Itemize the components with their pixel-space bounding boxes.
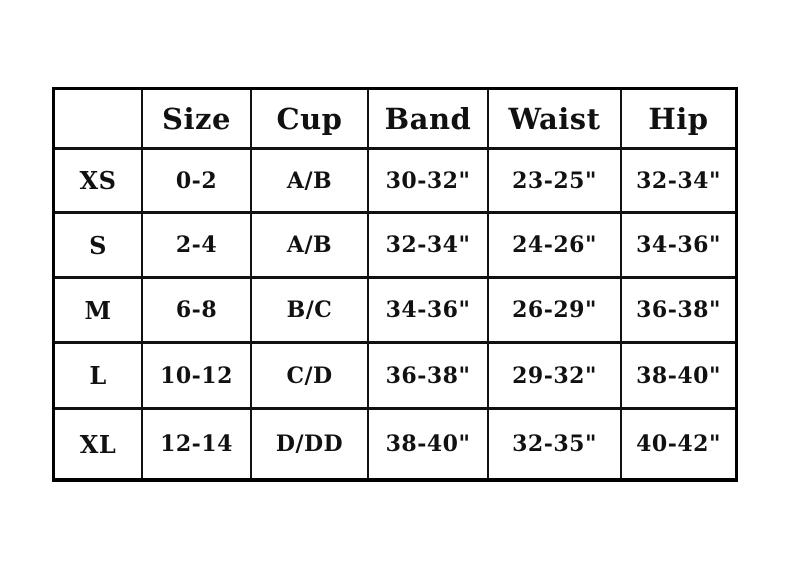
cell-size: 2-4 [143, 214, 252, 279]
cell-row-label: XS [55, 150, 143, 214]
cell-size: 6-8 [143, 279, 252, 344]
cell-band: 38-40" [369, 410, 489, 478]
cell-hip: 38-40" [622, 344, 735, 410]
cell-cup: A/B [252, 150, 369, 214]
cell-waist: 29-32" [489, 344, 622, 410]
cell-cup: C/D [252, 344, 369, 410]
header-size: Size [143, 90, 252, 150]
cell-size: 12-14 [143, 410, 252, 478]
cell-waist: 32-35" [489, 410, 622, 478]
cell-row-label: S [55, 214, 143, 279]
cell-band: 36-38" [369, 344, 489, 410]
cell-cup: B/C [252, 279, 369, 344]
cell-size: 10-12 [143, 344, 252, 410]
header-waist: Waist [489, 90, 622, 150]
cell-row-label: XL [55, 410, 143, 478]
cell-band: 34-36" [369, 279, 489, 344]
size-chart-table: Size Cup Band Waist Hip XS 0-2 A/B 30-32" 23-25" 3… [52, 87, 738, 482]
cell-row-label: M [55, 279, 143, 344]
header-hip: Hip [622, 90, 735, 150]
cell-hip: 32-34" [622, 150, 735, 214]
cell-cup: D/DD [252, 410, 369, 478]
cell-row-label: L [55, 344, 143, 410]
cell-band: 32-34" [369, 214, 489, 279]
cell-hip: 34-36" [622, 214, 735, 279]
cell-band: 30-32" [369, 150, 489, 214]
cell-hip: 40-42" [636, 431, 721, 457]
cell-waist: 23-25" [489, 150, 622, 214]
cell-waist: 24-26" [489, 214, 622, 279]
cell-cup: A/B [252, 214, 369, 279]
cell-waist: 26-29" [489, 279, 622, 344]
cell-hip: 36-38" [622, 279, 735, 344]
cell-size: 0-2 [143, 150, 252, 214]
header-cup: Cup [252, 90, 369, 150]
header-band: Band [369, 90, 489, 150]
header-row-label [55, 90, 143, 150]
